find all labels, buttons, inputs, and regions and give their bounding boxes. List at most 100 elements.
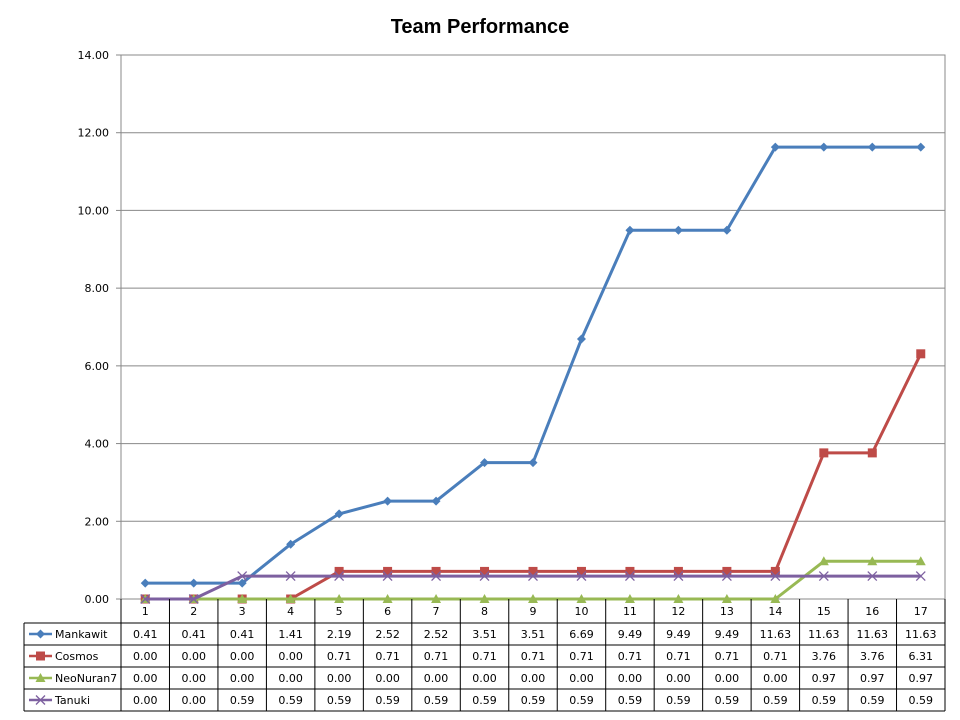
data-label: 0.97: [812, 672, 837, 685]
point-neonuran7: [431, 594, 442, 603]
legend-key-marker: [35, 695, 46, 705]
point-tanuki: [770, 571, 781, 582]
data-label: 0.00: [230, 672, 255, 685]
data-label: 0.41: [230, 628, 255, 641]
point-cosmos: [528, 566, 538, 576]
point-cosmos: [916, 349, 926, 359]
data-label: 0.00: [181, 694, 206, 707]
data-label: 0.71: [521, 650, 546, 663]
x-tick-label: 7: [433, 605, 440, 618]
data-label: 0.00: [327, 672, 352, 685]
data-label: 0.71: [472, 650, 497, 663]
data-label: 2.52: [375, 628, 400, 641]
data-label: 0.00: [278, 650, 303, 663]
point-cosmos: [722, 566, 732, 576]
y-tick-label: 12.00: [78, 127, 110, 140]
point-neonuran7: [721, 594, 732, 603]
x-marker-stroke: [479, 571, 490, 582]
plot-series: [140, 142, 926, 604]
data-label: 9.49: [618, 628, 643, 641]
x-tick-label: 14: [768, 605, 782, 618]
x-marker-stroke: [431, 571, 442, 582]
x-marker-stroke: [818, 571, 829, 582]
x-marker-stroke: [188, 594, 199, 604]
x-marker-stroke: [624, 571, 635, 582]
data-label: 0.00: [230, 650, 255, 663]
data-label: 11.63: [857, 628, 889, 641]
data-label: 0.00: [181, 650, 206, 663]
point-tanuki: [140, 594, 151, 604]
data-label: 0.59: [375, 694, 400, 707]
x-marker-stroke: [237, 571, 248, 582]
data-label: 0.59: [327, 694, 352, 707]
legend-label: NeoNuran7: [55, 672, 117, 685]
point-mankawit: [625, 225, 635, 235]
point-neonuran7: [576, 594, 587, 603]
x-tick-label: 17: [914, 605, 928, 618]
x-tick-label: 6: [384, 605, 391, 618]
point-neonuran7: [818, 556, 829, 566]
point-mankawit: [673, 225, 683, 235]
point-neonuran7: [334, 594, 345, 603]
point-mankawit: [867, 142, 877, 152]
x-marker-stroke: [576, 571, 587, 582]
data-label: 0.59: [860, 694, 885, 707]
point-mankawit: [383, 496, 393, 506]
legend-label: Tanuki: [54, 694, 90, 707]
point-tanuki: [382, 571, 393, 582]
x-marker-stroke: [140, 594, 151, 604]
data-label: 9.49: [715, 628, 740, 641]
data-label: 11.63: [760, 628, 792, 641]
data-label: 0.97: [860, 672, 885, 685]
x-tick-label: 4: [287, 605, 294, 618]
y-tick-label: 14.00: [78, 49, 110, 62]
x-marker-stroke: [915, 571, 926, 582]
point-mankawit: [286, 539, 296, 549]
point-mankawit: [770, 142, 780, 152]
data-label: 0.59: [666, 694, 691, 707]
legend-label: Mankawit: [55, 628, 108, 641]
x-marker-stroke: [770, 571, 781, 582]
legend-label: Cosmos: [55, 650, 99, 663]
y-tick-label: 2.00: [85, 515, 110, 528]
data-label: 6.69: [569, 628, 594, 641]
x-tick-label: 5: [336, 605, 343, 618]
y-tick-label: 6.00: [85, 360, 110, 373]
point-tanuki: [818, 571, 829, 582]
point-cosmos: [819, 448, 829, 458]
point-tanuki: [673, 571, 684, 582]
point-neonuran7: [382, 594, 393, 603]
y-tick-label: 10.00: [78, 204, 110, 217]
data-label: 0.00: [521, 672, 546, 685]
point-tanuki: [528, 571, 538, 582]
data-label: 9.49: [666, 628, 691, 641]
point-neonuran7: [479, 594, 490, 603]
x-tick-label: 8: [481, 605, 488, 618]
data-label: 0.00: [278, 672, 303, 685]
x-marker-stroke: [285, 571, 296, 582]
data-label: 0.00: [666, 672, 691, 685]
point-tanuki: [237, 571, 248, 582]
series-line-mankawit: [145, 145, 921, 585]
point-tanuki: [915, 571, 926, 582]
x-tick-label: 11: [623, 605, 637, 618]
x-marker-stroke: [528, 571, 538, 582]
point-mankawit: [576, 334, 586, 344]
point-mankawit: [189, 578, 199, 588]
data-label: 0.00: [763, 672, 788, 685]
x-tick-label: 12: [671, 605, 685, 618]
point-tanuki: [576, 571, 587, 582]
point-tanuki: [188, 594, 199, 604]
data-label: 11.63: [905, 628, 937, 641]
point-neonuran7: [624, 594, 635, 603]
data-label: 0.59: [278, 694, 303, 707]
point-tanuki: [867, 571, 878, 582]
data-label: 0.00: [181, 672, 206, 685]
point-mankawit: [722, 225, 732, 235]
data-label: 0.71: [424, 650, 449, 663]
legend-key-marker: [35, 673, 46, 682]
point-tanuki: [334, 571, 345, 582]
data-label: 2.19: [327, 628, 352, 641]
point-cosmos: [334, 566, 344, 576]
